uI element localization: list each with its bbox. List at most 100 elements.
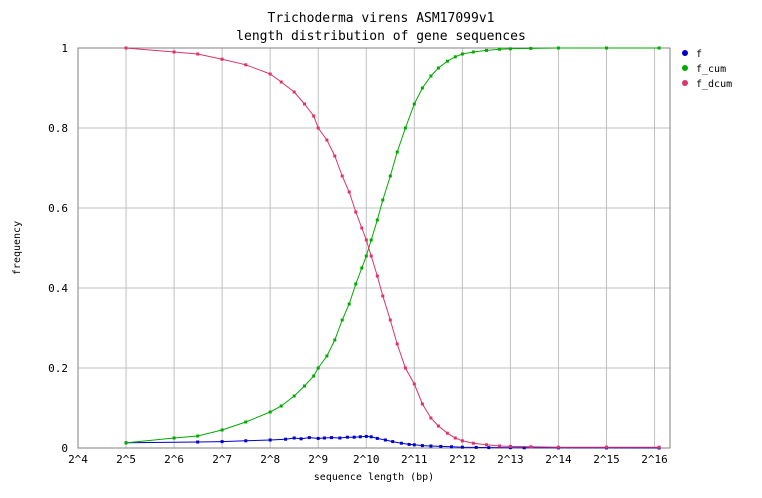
y-axis-label: frequency — [12, 221, 23, 275]
legend-label: f — [696, 49, 702, 60]
data-point — [303, 384, 306, 388]
data-point — [196, 434, 200, 438]
data-point — [381, 198, 385, 202]
data-point — [429, 416, 433, 420]
data-point — [279, 404, 283, 408]
data-point — [471, 50, 475, 54]
legend: f f_cum f_dcum — [682, 49, 732, 90]
data-point — [460, 445, 464, 449]
data-point — [340, 318, 344, 322]
y-tick-label: 0.2 — [48, 362, 68, 375]
data-point — [375, 218, 379, 222]
legend-item: f_cum — [682, 64, 726, 75]
x-tick-label: 2^15 — [593, 453, 620, 466]
data-point — [292, 436, 296, 440]
data-point — [345, 435, 349, 439]
data-point — [124, 441, 128, 445]
data-point — [420, 402, 424, 406]
data-point — [407, 442, 411, 446]
data-point — [369, 254, 373, 258]
data-point — [352, 435, 356, 439]
data-point — [358, 435, 362, 439]
data-point — [485, 443, 488, 447]
x-tick-label: 2^7 — [212, 453, 232, 466]
y-tick-label: 1 — [61, 42, 68, 55]
data-point — [330, 436, 333, 440]
data-point — [657, 445, 661, 449]
data-point — [522, 446, 526, 450]
data-point — [471, 441, 475, 445]
data-point — [388, 318, 392, 322]
data-point — [453, 55, 457, 59]
series-layer — [124, 46, 661, 450]
series-line — [125, 47, 660, 448]
data-point — [325, 354, 329, 358]
data-point — [316, 366, 320, 370]
data-point — [196, 52, 200, 56]
y-tick-label: 0.6 — [48, 202, 68, 215]
data-point — [498, 47, 501, 51]
chart-title-line-2: length distribution of gene sequences — [236, 29, 526, 44]
data-point — [312, 114, 316, 118]
data-point — [360, 226, 364, 230]
legend-marker — [682, 80, 688, 86]
data-point — [369, 435, 373, 439]
series-f-cum — [124, 46, 661, 445]
y-axis-ticks: 0 0.2 0.4 0.6 0.8 1 — [48, 42, 68, 455]
data-point — [322, 436, 326, 440]
data-point — [383, 438, 387, 442]
x-tick-label: 2^6 — [164, 453, 184, 466]
data-point — [605, 46, 608, 50]
data-point — [347, 302, 351, 306]
data-point — [420, 86, 424, 90]
data-point — [292, 394, 296, 398]
data-point — [436, 66, 440, 70]
data-point — [124, 46, 128, 50]
data-point — [529, 445, 533, 449]
data-point — [244, 63, 248, 67]
data-point — [338, 436, 342, 440]
data-point — [395, 150, 399, 154]
data-point — [220, 57, 224, 61]
series-f-dcum — [124, 46, 661, 449]
x-tick-label: 2^13 — [497, 453, 524, 466]
data-point — [364, 434, 368, 438]
data-point — [529, 46, 533, 50]
data-point — [312, 374, 316, 378]
x-tick-label: 2^5 — [116, 453, 136, 466]
y-tick-label: 0 — [61, 442, 68, 455]
data-point — [453, 436, 457, 440]
legend-marker — [682, 50, 688, 56]
data-point — [556, 46, 560, 50]
data-point — [436, 424, 440, 428]
data-point — [333, 154, 337, 158]
data-point — [316, 436, 320, 440]
legend-label: f_dcum — [696, 79, 732, 90]
data-point — [364, 254, 368, 258]
data-point — [220, 440, 224, 444]
data-point — [395, 342, 399, 346]
data-point — [268, 410, 272, 414]
data-point — [412, 443, 416, 447]
x-tick-label: 2^11 — [401, 453, 428, 466]
data-point — [381, 294, 385, 298]
data-point — [403, 126, 407, 130]
data-point — [375, 274, 379, 278]
data-point — [399, 441, 403, 445]
data-point — [354, 282, 358, 286]
data-point — [445, 431, 449, 435]
x-tick-label: 2^10 — [353, 453, 380, 466]
data-point — [340, 174, 344, 178]
data-point — [196, 440, 200, 444]
legend-marker — [682, 65, 688, 71]
data-point — [354, 210, 358, 214]
data-point — [284, 437, 288, 441]
plot-frame — [77, 47, 671, 449]
data-point — [360, 266, 364, 270]
data-point — [299, 437, 303, 441]
data-point — [307, 436, 311, 440]
x-tick-label: 2^14 — [545, 453, 572, 466]
data-point — [508, 444, 512, 448]
data-point — [657, 46, 661, 50]
